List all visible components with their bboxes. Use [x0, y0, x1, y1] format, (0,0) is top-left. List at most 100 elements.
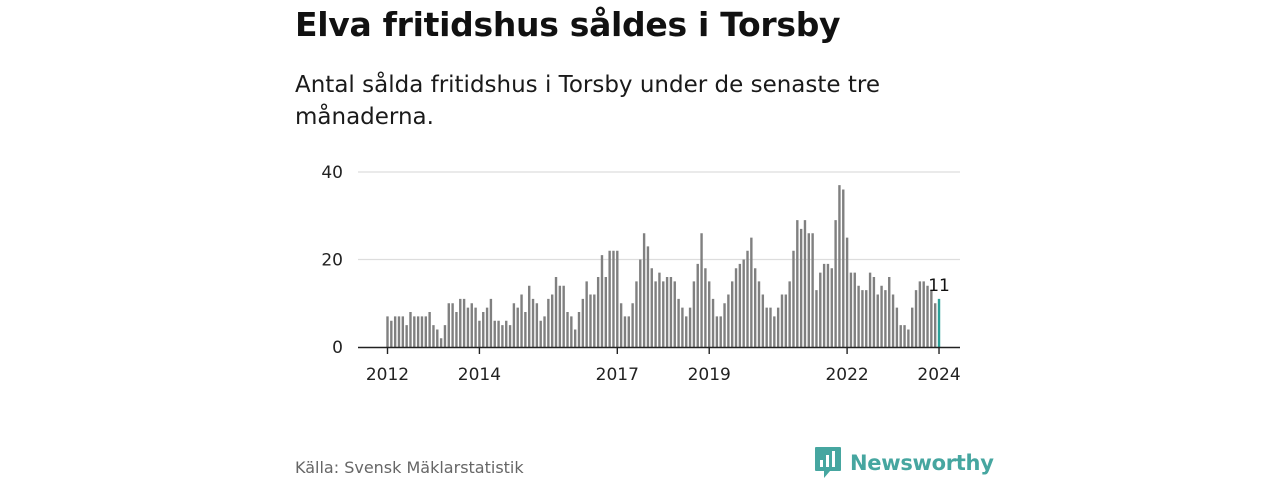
bar: [639, 259, 642, 347]
bar: [524, 312, 527, 347]
bar: [627, 316, 630, 348]
bar: [570, 316, 573, 348]
bar: [604, 277, 608, 347]
bar: [543, 316, 546, 348]
bar: [688, 307, 692, 348]
bar: [497, 320, 500, 347]
bar: [443, 325, 447, 348]
bar: [738, 263, 742, 348]
bar: [933, 303, 937, 347]
bar: [930, 290, 933, 348]
bar: [505, 320, 508, 347]
bar: [819, 272, 822, 348]
bar: [447, 303, 450, 347]
bar: [888, 277, 891, 347]
bar: [681, 307, 684, 348]
y-tick-label: 20: [321, 251, 343, 271]
bar: [470, 303, 473, 347]
bar: [673, 281, 676, 348]
bar: [796, 220, 799, 348]
bar: [880, 285, 883, 347]
bar: [723, 303, 726, 347]
bar: [807, 233, 810, 347]
bar: [911, 307, 914, 348]
bar: [784, 294, 788, 347]
bar: [577, 312, 581, 347]
bar: [891, 294, 895, 347]
bar: [872, 277, 876, 347]
bar: [436, 329, 439, 347]
bar: [596, 277, 600, 347]
bar: [589, 294, 592, 347]
bar: [397, 316, 401, 348]
bar: [455, 312, 458, 347]
bar: [623, 316, 627, 348]
bar: [769, 307, 772, 348]
bar: [516, 307, 519, 348]
bar: [822, 263, 826, 348]
bar: [409, 312, 412, 347]
chart-title: Elva fritidshus såldes i Torsby: [295, 5, 841, 44]
bar: [482, 312, 485, 347]
bar: [788, 281, 791, 348]
bar: [704, 268, 707, 347]
bar: [466, 307, 470, 348]
bar: [719, 316, 722, 348]
bar: [562, 285, 565, 347]
bar: [600, 255, 604, 348]
bar: [439, 338, 443, 347]
bar: [489, 298, 493, 348]
bar: [799, 228, 803, 348]
bar: [899, 325, 902, 348]
bar: [750, 237, 753, 348]
bar: [765, 307, 768, 348]
newsworthy-logo: Newsworthy: [814, 446, 994, 480]
bar: [853, 272, 856, 348]
bar: [520, 294, 523, 347]
source-note: Källa: Svensk Mäklarstatistik: [295, 458, 524, 477]
newsworthy-logo-icon: [815, 447, 841, 478]
bar-chart: 0 20 40 2012 2014 2017 2019 2022 2024 11: [321, 163, 960, 385]
bar: [692, 281, 696, 348]
bar: [631, 303, 634, 347]
last-value-label: 11: [928, 276, 950, 296]
bar: [424, 316, 427, 348]
bar: [608, 250, 611, 347]
x-tick-label: 2024: [917, 365, 960, 385]
bar: [474, 307, 477, 348]
y-tick-label: 40: [321, 163, 343, 183]
gridlines: [358, 171, 960, 261]
bar: [658, 272, 661, 348]
bar: [918, 281, 922, 348]
bar: [493, 320, 496, 347]
bar: [459, 298, 462, 348]
bar-highlight: [937, 298, 941, 348]
bar: [566, 312, 569, 347]
bar: [646, 246, 650, 348]
bar: [708, 281, 711, 348]
x-tick-label: 2014: [458, 365, 501, 385]
x-tick-label: 2012: [366, 365, 409, 385]
bar: [715, 316, 719, 348]
bar: [861, 290, 864, 348]
bar: [876, 294, 879, 347]
axes: [358, 346, 960, 354]
bar: [432, 325, 435, 348]
bar: [501, 325, 504, 348]
labels: 0 20 40 2012 2014 2017 2019 2022 2024 11: [321, 163, 960, 385]
bar: [746, 250, 749, 347]
bar: [650, 268, 653, 347]
bar: [803, 220, 807, 348]
bar: [393, 316, 397, 348]
bar: [914, 290, 918, 348]
bar: [573, 329, 577, 347]
bar: [677, 298, 680, 348]
bar: [845, 237, 849, 348]
bar: [834, 220, 837, 348]
bar: [508, 325, 512, 348]
bar: [413, 316, 416, 348]
bar: [535, 303, 539, 347]
bars: [386, 185, 941, 348]
bar: [734, 268, 738, 347]
bar: [700, 233, 703, 347]
